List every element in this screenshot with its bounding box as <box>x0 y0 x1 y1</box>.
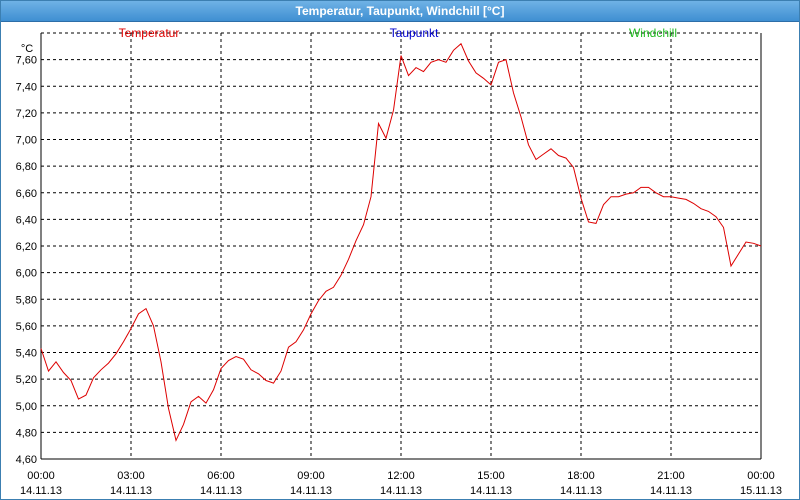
chart-grid <box>41 32 761 460</box>
x-tick-date: 14.11.13 <box>110 485 152 497</box>
x-tick-date: 14.11.13 <box>20 485 62 497</box>
y-tick-label: 6,60 <box>16 188 37 200</box>
legend-entry: Temperatur <box>119 26 180 40</box>
x-tick-date: 14.11.13 <box>650 485 692 497</box>
temperature-chart: 4,60 4,80 5,00 5,20 5,40 5,60 5,80 6,00 6,20 6,40… <box>16 26 782 497</box>
x-tick-date: 14.11.13 <box>290 485 332 497</box>
legend: Temperatur Taupunkt Windchill <box>119 26 677 40</box>
x-tick-time: 21:00 <box>657 470 685 482</box>
y-tick-label: 6,20 <box>16 241 37 253</box>
legend-entry: Windchill <box>629 26 677 40</box>
y-tick-label: 7,00 <box>16 135 37 147</box>
x-tick-time: 00:00 <box>27 470 55 482</box>
x-tick-date: 14.11.13 <box>380 485 422 497</box>
x-tick-date: 14.11.13 <box>200 485 242 497</box>
y-axis-unit: °C <box>21 43 33 55</box>
window-title: Temperatur, Taupunkt, Windchill [°C] <box>1 1 799 22</box>
y-tick-label: 5,20 <box>16 374 37 386</box>
x-tick-time: 00:00 <box>747 470 775 482</box>
y-tick-label: 6,80 <box>16 161 37 173</box>
y-tick-label: 7,20 <box>16 108 37 120</box>
y-tick-label: 5,60 <box>16 321 37 333</box>
x-tick-time: 18:00 <box>567 470 595 482</box>
x-axis-ticks: 00:00 14.11.13 03:00 14.11.13 06:00 14.11.13 0… <box>20 470 782 497</box>
x-tick-date: 14.11.13 <box>470 485 512 497</box>
x-tick-time: 09:00 <box>297 470 325 482</box>
x-tick-time: 15:00 <box>477 470 505 482</box>
series-line-temperatur <box>40 42 762 442</box>
y-tick-label: 6,40 <box>16 214 37 226</box>
x-tick-time: 12:00 <box>387 470 415 482</box>
x-tick-time: 06:00 <box>207 470 235 482</box>
series-lines <box>40 42 762 442</box>
y-tick-label: 7,40 <box>16 81 37 93</box>
y-tick-label: 6,00 <box>16 268 37 280</box>
y-axis-ticks: 4,60 4,80 5,00 5,20 5,40 5,60 5,80 6,00 6,20 6,40… <box>16 55 37 466</box>
x-tick-date: 15.11.13 <box>740 485 782 497</box>
legend-entry: Taupunkt <box>390 26 439 40</box>
y-tick-label: 4,80 <box>16 427 37 439</box>
x-tick-date: 14.11.13 <box>560 485 602 497</box>
x-tick-time: 03:00 <box>117 470 145 482</box>
y-tick-label: 5,40 <box>16 348 37 360</box>
y-tick-label: 5,00 <box>16 401 37 413</box>
y-tick-label: 7,60 <box>16 55 37 67</box>
y-tick-label: 4,60 <box>16 454 37 466</box>
y-tick-label: 5,80 <box>16 294 37 306</box>
